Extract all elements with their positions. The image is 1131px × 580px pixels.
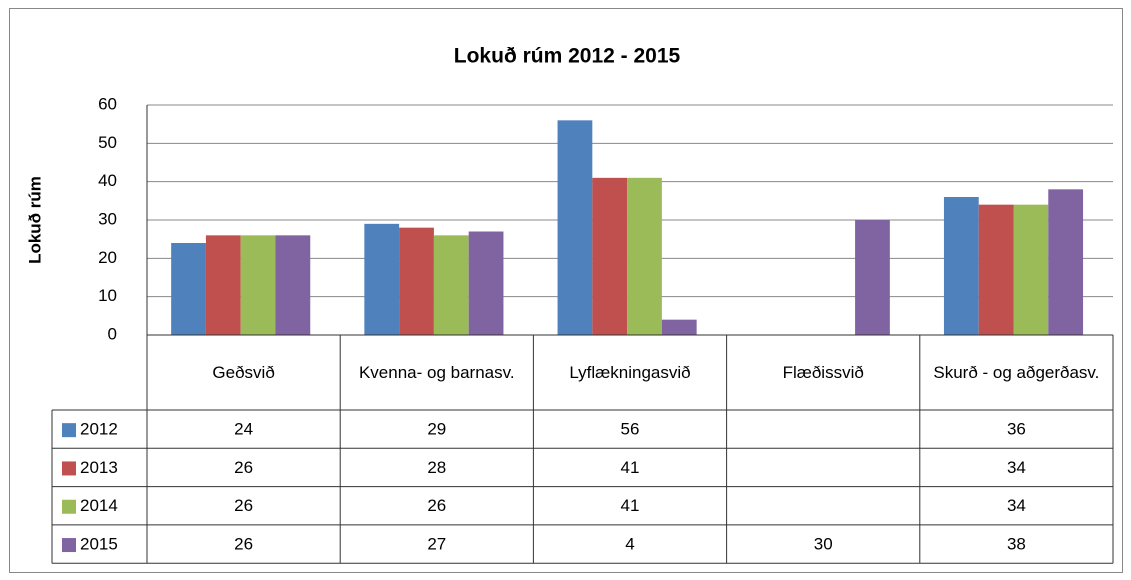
legend-key <box>62 538 76 553</box>
table-value: 29 <box>427 420 446 439</box>
table-value: 26 <box>427 496 446 515</box>
bar <box>1048 189 1084 335</box>
bar <box>627 177 662 335</box>
legend-label: 2012 <box>80 420 118 439</box>
y-tick-label: 30 <box>98 209 117 228</box>
bar <box>592 177 628 335</box>
x-tick-label: Lyflækningasvið <box>569 363 691 382</box>
chart-title: Lokuð rúm 2012 - 2015 <box>454 45 681 68</box>
table-value: 34 <box>1007 496 1026 515</box>
y-tick-label: 0 <box>108 324 117 343</box>
table-value: 27 <box>427 535 446 554</box>
bar <box>661 319 697 335</box>
table-value: 26 <box>234 458 253 477</box>
bar <box>205 235 241 335</box>
table-value: 41 <box>621 458 640 477</box>
legend-key <box>62 423 76 438</box>
x-tick-label: Flæðissvið <box>782 363 864 382</box>
table-value: 26 <box>234 535 253 554</box>
legend-label: 2014 <box>80 496 118 515</box>
y-tick-label: 10 <box>98 286 117 305</box>
bar <box>468 231 504 335</box>
category-cell: Lyflækningasvið <box>569 363 691 382</box>
legend-label: 2015 <box>80 535 118 554</box>
table-value: 4 <box>625 535 634 554</box>
legend-key <box>62 461 76 476</box>
x-tick-label: Kvenna- og barnasv. <box>358 363 515 382</box>
table-value: 41 <box>621 496 640 515</box>
legend-label: 2013 <box>80 458 118 477</box>
y-tick-label: 50 <box>98 133 117 152</box>
category-cell: Skurð - og aðgerðasv. <box>933 363 1100 382</box>
table-value: 24 <box>234 420 253 439</box>
bar <box>1013 204 1049 335</box>
table-value: 38 <box>1007 535 1026 554</box>
category-cell: Geðsvið <box>212 363 275 382</box>
category-cell: Flæðissvið <box>782 363 864 382</box>
x-tick-label: Skurð - og aðgerðasv. <box>933 363 1100 382</box>
bar <box>171 243 206 335</box>
bar <box>557 120 593 335</box>
table-value: 30 <box>814 535 833 554</box>
x-tick-label: Geðsvið <box>212 363 275 382</box>
category-cell: Kvenna- og barnasv. <box>358 363 515 382</box>
bar <box>240 235 276 335</box>
table-value: 36 <box>1007 420 1026 439</box>
y-tick-label: 40 <box>98 171 117 190</box>
bar <box>275 235 311 335</box>
bar <box>364 223 400 335</box>
legend-key <box>62 499 76 514</box>
bar <box>978 204 1014 335</box>
table-value: 56 <box>621 420 640 439</box>
y-tick-label: 60 <box>98 94 117 113</box>
table-value: 28 <box>427 458 446 477</box>
table-value: 34 <box>1007 458 1026 477</box>
bar <box>855 220 890 335</box>
y-axis-label: Lokuð rúm <box>25 176 44 264</box>
table-value: 26 <box>234 496 253 515</box>
bar <box>433 235 469 335</box>
bar <box>399 227 434 335</box>
y-tick-label: 20 <box>98 248 117 267</box>
bar <box>943 197 979 335</box>
